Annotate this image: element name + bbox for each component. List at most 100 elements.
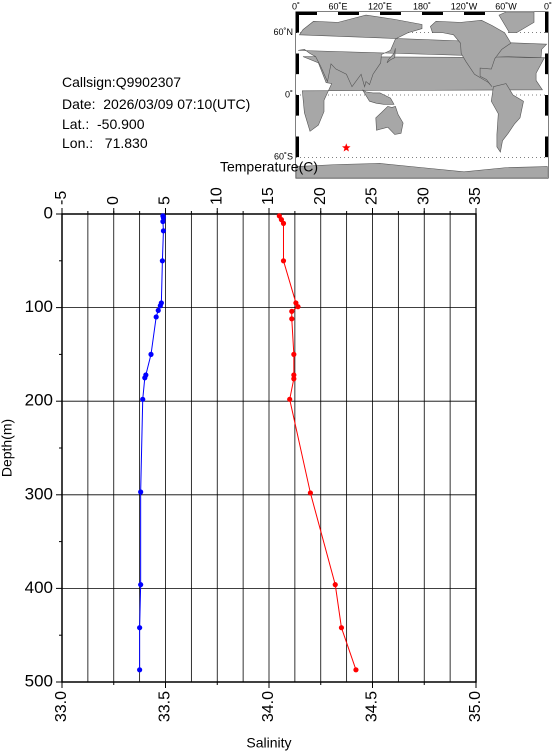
indonesia-shape [362, 89, 395, 105]
depth-tick-label: 200 [25, 391, 53, 410]
map-latitude-label: 0˚ [285, 89, 293, 99]
temperature-data-point [140, 396, 146, 402]
salinity-data-point [280, 258, 287, 264]
temperature-tick-label: 30 [415, 187, 432, 205]
map-frame-segment [338, 12, 359, 15]
australia-shape [375, 106, 404, 135]
world-map: 0˚ 60˚E 120˚E 180˚ 120˚W 60˚W 0˚ 60˚N 0˚ 60˚S [273, 1, 552, 179]
depth-tick-label: 500 [25, 671, 53, 690]
map-frame-segment [296, 32, 299, 54]
temperature-data-point [159, 258, 165, 264]
map-frame-segment [545, 95, 548, 116]
map-longitude-label: 60˚E [328, 1, 347, 11]
date-label: Date: 2026/03/09 07:10(UTC) [62, 96, 251, 112]
map-frame-segment [545, 32, 548, 54]
salinity-data-point [280, 220, 287, 226]
map-latitude-label: 60˚S [274, 152, 293, 162]
temperature-tick-label: 15 [260, 187, 277, 205]
map-frame-segment [296, 12, 299, 33]
temperature-data-point [155, 307, 161, 314]
salinity-data-point [291, 351, 297, 357]
map-frame-segment [464, 12, 485, 15]
europe-asia-shape [298, 14, 548, 88]
map-longitude-label: 0˚ [544, 1, 552, 11]
temperature-profile-line [139, 215, 164, 670]
salinity-data-point [289, 316, 295, 322]
temperature-data-point [142, 375, 148, 381]
map-frame-segment [545, 74, 548, 95]
temperature-tick-label: 5 [157, 196, 174, 205]
temperature-data-point [138, 582, 144, 588]
map-latitude-label: 60˚N [273, 27, 293, 37]
salinity-data-point [287, 396, 293, 402]
temperature-data-point [153, 314, 159, 320]
temperature-data-point [148, 351, 154, 357]
temperature-data-point [160, 228, 167, 234]
depth-tick-label: 400 [25, 578, 53, 597]
salinity-data-point [353, 667, 359, 673]
salinity-profile-line [278, 215, 357, 670]
map-longitude-label: 60˚W [495, 1, 517, 11]
south-america-shape [490, 83, 524, 153]
salinity-tick-label: 35.0 [467, 691, 484, 722]
map-frame-segment [443, 12, 464, 15]
temperature-tick-label: -5 [53, 191, 70, 205]
map-frame-segment [296, 53, 299, 75]
temperature-data-point [137, 625, 143, 631]
salinity-data-point [295, 304, 301, 310]
map-frame-segment [401, 12, 422, 15]
map-frame-segment [296, 74, 299, 95]
map-frame-segment [296, 115, 299, 137]
salinity-tick-label: 33.0 [53, 691, 70, 722]
map-frame-segment [296, 12, 317, 15]
temperature-axis-title: Temperature(C) [220, 159, 318, 175]
map-frame-segment [485, 12, 506, 15]
map-frame-segment [296, 95, 299, 116]
salinity-tick-label: 34.0 [260, 691, 277, 722]
map-frame-segment [545, 53, 548, 75]
temperature-tick-label: 35 [467, 187, 484, 205]
temperature-tick-label: 25 [364, 187, 381, 205]
map-frame-segment [545, 115, 548, 137]
salinity-tick-label: 34.5 [364, 691, 381, 722]
salinity-axis-title: Salinity [246, 735, 291, 751]
map-frame-segment [380, 12, 401, 15]
antarctica-shape [295, 163, 548, 179]
map-frame-segment [359, 12, 380, 15]
longitude-label: Lon.: 71.830 [62, 135, 148, 151]
salinity-tick-label: 33.5 [157, 691, 174, 722]
temperature-tick-label: 0 [105, 196, 122, 205]
map-longitude-label: 120˚W [451, 1, 478, 11]
map-longitude-label: 180˚ [413, 1, 431, 11]
salinity-data-point [332, 582, 338, 588]
temperature-tick-label: 10 [208, 187, 225, 205]
salinity-data-point [338, 625, 345, 631]
map-frame-segment [527, 12, 548, 15]
map-frame-segment [296, 136, 299, 158]
temperature-data-point [157, 303, 163, 309]
salinity-data-point [291, 376, 297, 382]
temperature-data-point [160, 218, 166, 225]
station-marker-icon [342, 143, 351, 152]
map-longitude-label: 0˚ [292, 1, 300, 11]
temperature-tick-label: 20 [312, 187, 329, 205]
salinity-data-point [307, 490, 313, 496]
latitude-label: Lat.: -50.900 [62, 116, 145, 132]
map-frame-segment [545, 12, 548, 33]
temperature-data-point [137, 667, 143, 673]
north-america-shape [430, 19, 512, 87]
map-frame-segment [545, 136, 548, 158]
japan-shape [386, 48, 396, 64]
greenland-shape [498, 11, 535, 34]
depth-tick-label: 0 [44, 203, 53, 222]
depth-axis-title: Depth(m) [0, 419, 15, 477]
depth-tick-label: 300 [25, 484, 53, 503]
depth-tick-label: 100 [25, 297, 53, 316]
salinity-data-point [289, 308, 295, 314]
map-frame-segment [422, 12, 443, 15]
map-frame-segment [317, 12, 338, 15]
temperature-data-point [138, 489, 144, 495]
